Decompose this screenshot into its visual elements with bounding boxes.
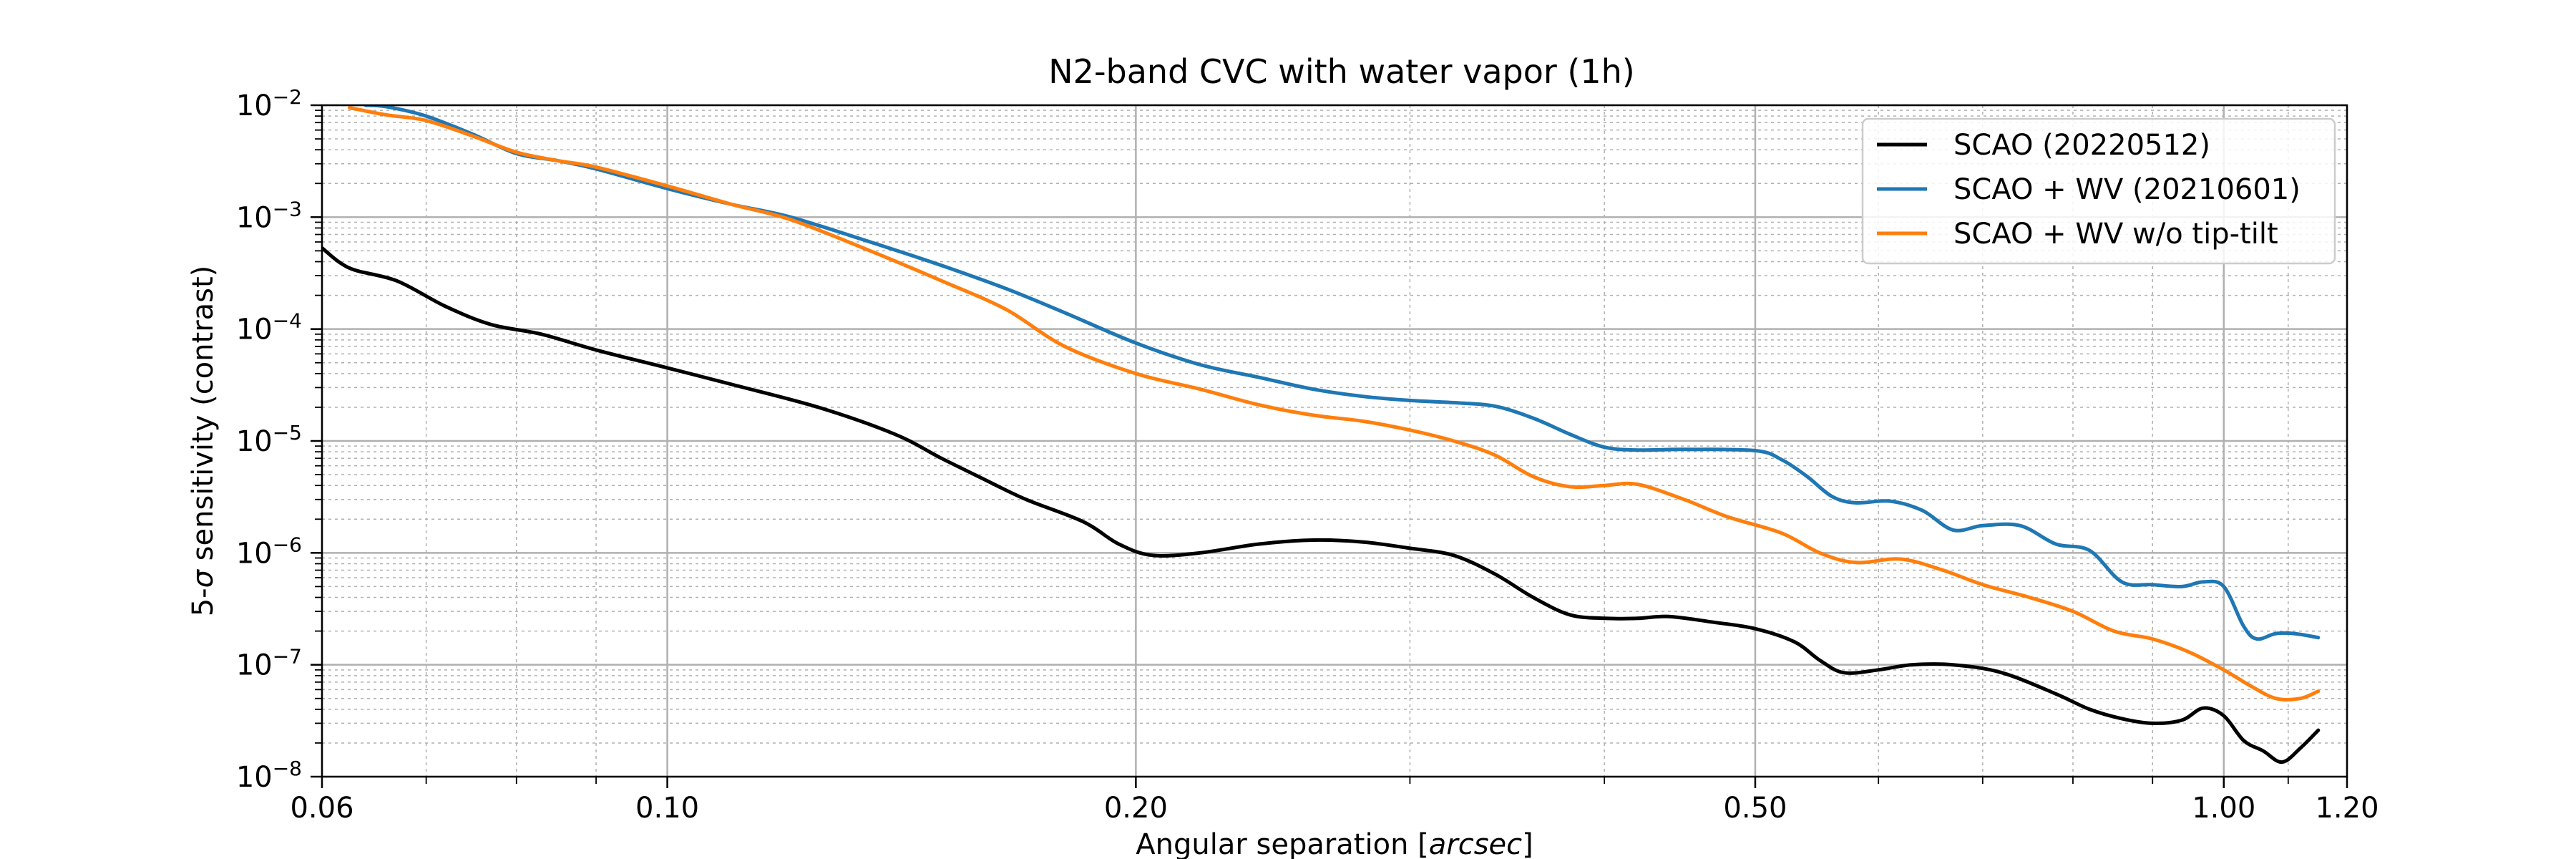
y-tick-label: 10−2: [236, 85, 302, 122]
legend-label-scao-wv: SCAO + WV (20210601): [1953, 173, 2301, 206]
y-tick-label-exponent: −2: [273, 85, 302, 109]
y-tick-label: 10−5: [236, 421, 302, 458]
series-line-scao: [322, 246, 2321, 765]
series-line-scao-wv-no-tt: [348, 106, 2321, 702]
y-tick-label-exponent: −5: [273, 421, 302, 445]
y-tick-label: 10−7: [236, 645, 302, 682]
x-axis-label-unit: arcsec: [1429, 828, 1522, 859]
y-tick-label-exponent: −6: [273, 533, 302, 556]
x-axis-label: Angular separation [arcsec]: [1136, 828, 1533, 859]
y-tick-label-base: 10: [236, 649, 273, 682]
y-axis-label-sigma: σ: [187, 568, 220, 588]
y-axis-label-suffix: sensitivity (contrast): [187, 266, 220, 570]
y-axis-label-prefix: 5-: [187, 588, 220, 616]
y-tick-label: 10−6: [236, 533, 302, 570]
legend: SCAO (20220512) SCAO + WV (20210601) SCA…: [1861, 117, 2336, 265]
x-axis-label-prefix: Angular separation [: [1136, 828, 1429, 859]
y-tick-label-base: 10: [236, 537, 273, 570]
legend-label-scao: SCAO (20220512): [1953, 129, 2210, 162]
y-tick-label: 10−4: [236, 309, 302, 346]
y-tick-label: 10−8: [236, 757, 302, 794]
y-tick-label-base: 10: [236, 761, 273, 794]
y-tick-label-base: 10: [236, 201, 273, 234]
y-tick-label-exponent: −7: [273, 645, 302, 669]
y-tick-label: 10−3: [236, 197, 302, 234]
y-tick-label-base: 10: [236, 314, 273, 346]
series-layer: [322, 105, 2321, 765]
plot-frame: [321, 104, 2348, 778]
x-tick-label: 0.20: [1104, 792, 1168, 825]
y-tick-labels: 10−810−710−610−510−410−310−2: [236, 85, 302, 794]
x-axis-label-suffix: ]: [1522, 828, 1533, 859]
legend-label-scao-wv-no-tt: SCAO + WV w/o tip-tilt: [1953, 218, 2278, 251]
chart-title: N2-band CVC with water vapor (1h): [1048, 52, 1634, 91]
y-axis-label: 5-σ sensitivity (contrast): [187, 266, 220, 617]
y-tick-label-exponent: −3: [273, 197, 302, 220]
x-tick-label: 0.06: [290, 792, 353, 825]
legend-box: [1861, 117, 2336, 265]
x-tick-label: 0.50: [1723, 792, 1787, 825]
x-tick-label: 1.20: [2315, 792, 2379, 825]
y-tick-label-base: 10: [236, 425, 273, 458]
y-tick-label-exponent: −8: [273, 757, 302, 780]
y-tick-label-base: 10: [236, 89, 273, 122]
ticks: [311, 104, 2348, 788]
y-tick-label-exponent: −4: [273, 309, 302, 333]
x-tick-labels: 0.06 0.10 0.20 0.50 1.00 1.20: [290, 792, 2379, 825]
x-tick-label: 0.10: [635, 792, 699, 825]
x-tick-label: 1.00: [2192, 792, 2255, 825]
